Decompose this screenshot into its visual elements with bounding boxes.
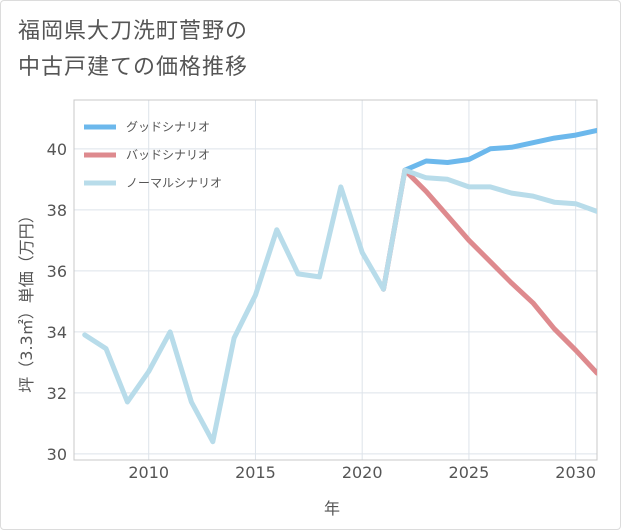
x-tick-label: 2010 bbox=[128, 463, 169, 482]
y-tick-label: 38 bbox=[47, 201, 67, 220]
x-tick-label: 2025 bbox=[449, 463, 490, 482]
legend-label: バッドシナリオ bbox=[126, 148, 210, 162]
y-tick-label: 36 bbox=[47, 262, 67, 281]
chart-title: 福岡県大刀洗町菅野の 中古戸建ての価格推移 bbox=[18, 14, 248, 86]
legend-label: グッドシナリオ bbox=[126, 120, 210, 134]
x-tick-label: 2015 bbox=[235, 463, 276, 482]
series-layer bbox=[82, 128, 597, 445]
y-tick-label: 34 bbox=[47, 323, 67, 342]
plot-area-border bbox=[73, 99, 598, 461]
y-axis-label: 坪（3.3㎡）単価（万円） bbox=[17, 207, 36, 392]
title-line-1: 福岡県大刀洗町菅野の bbox=[18, 19, 249, 44]
legend-label: ノーマルシナリオ bbox=[126, 176, 222, 190]
series-line-0 bbox=[402, 128, 597, 173]
x-tick-label: 2020 bbox=[342, 463, 383, 482]
y-tick-label: 32 bbox=[47, 384, 67, 403]
y-tick-labels: 30 32 34 36 38 40 bbox=[47, 140, 67, 464]
title-line-2: 中古戸建ての価格推移 bbox=[18, 55, 249, 80]
x-tick-label: 2030 bbox=[555, 463, 596, 482]
x-tick-labels: 2010 2015 2020 2025 2030 bbox=[128, 463, 596, 482]
x-axis-label: 年 bbox=[324, 499, 340, 518]
y-tick-label: 40 bbox=[47, 140, 67, 159]
y-tick-label: 30 bbox=[47, 445, 67, 464]
series-line-1 bbox=[381, 167, 597, 376]
series-line-2 bbox=[82, 167, 597, 445]
